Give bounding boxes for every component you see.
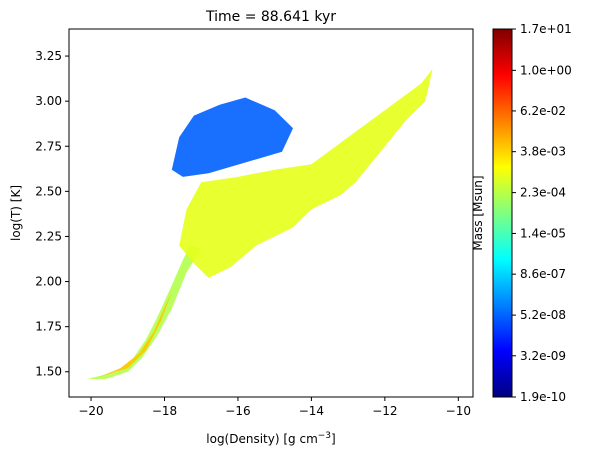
colorbar <box>492 28 513 398</box>
colorbar-ticks: 1.9e-10 3.2e-09 5.2e-08 8.6e-07 1.4e-05 2.3e-… <box>512 22 572 404</box>
y-tick-label: 2.25 <box>35 229 62 243</box>
colorbar-tick-label: 1.0e+00 <box>520 63 572 77</box>
chart-title: Time = 88.641 kyr <box>205 9 336 25</box>
data-region-2 <box>179 68 433 278</box>
data-region-3 <box>171 97 293 177</box>
x-axis-label: log(Density) [g cm−3] <box>206 431 335 446</box>
y-tick-label: 2.00 <box>35 275 62 289</box>
y-tick-label: 1.50 <box>35 365 62 379</box>
y-tick-label: 3.25 <box>35 49 62 63</box>
x-tick-label: −20 <box>78 404 103 418</box>
colorbar-tick-label: 6.2e-02 <box>520 104 566 118</box>
x-tick-label: −14 <box>299 404 324 418</box>
x-axis-ticks: −20 −18 −16 −14 −12 −10 <box>78 397 471 418</box>
y-tick-label: 1.75 <box>35 320 62 334</box>
x-axis-label-main: log(Density) [g cm <box>206 432 318 446</box>
colorbar-tick-label: 8.6e-07 <box>520 267 566 281</box>
y-tick-label: 3.00 <box>35 94 62 108</box>
heatmap-data <box>87 68 433 379</box>
y-axis-label: log(T) [K] <box>9 185 23 241</box>
colorbar-tick-label: 1.4e-05 <box>520 226 566 240</box>
y-tick-label: 2.50 <box>35 184 62 198</box>
x-tick-label: −12 <box>372 404 397 418</box>
x-axis-label-superscript: −3 <box>318 431 331 441</box>
colorbar-tick-label: 5.2e-08 <box>520 308 566 322</box>
colorbar-tick-label: 1.7e+01 <box>520 22 572 36</box>
x-tick-label: −16 <box>225 404 250 418</box>
colorbar-tick-label: 3.8e-03 <box>520 145 566 159</box>
data-region-0 <box>87 245 202 379</box>
plot-frame <box>68 28 474 398</box>
data-region-1 <box>98 292 172 378</box>
x-axis-label-end: ] <box>331 432 336 446</box>
x-tick-label: −10 <box>446 404 471 418</box>
x-tick-label: −18 <box>152 404 177 418</box>
y-axis-ticks: 1.50 1.75 2.00 2.25 2.50 2.75 3.00 3.25 <box>35 49 69 379</box>
colorbar-label: Mass [Msun] <box>471 175 485 250</box>
colorbar-tick-label: 2.3e-04 <box>520 186 566 200</box>
y-tick-label: 2.75 <box>35 139 62 153</box>
colorbar-tick-label: 3.2e-09 <box>520 349 566 363</box>
colorbar-tick-label: 1.9e-10 <box>520 390 566 404</box>
